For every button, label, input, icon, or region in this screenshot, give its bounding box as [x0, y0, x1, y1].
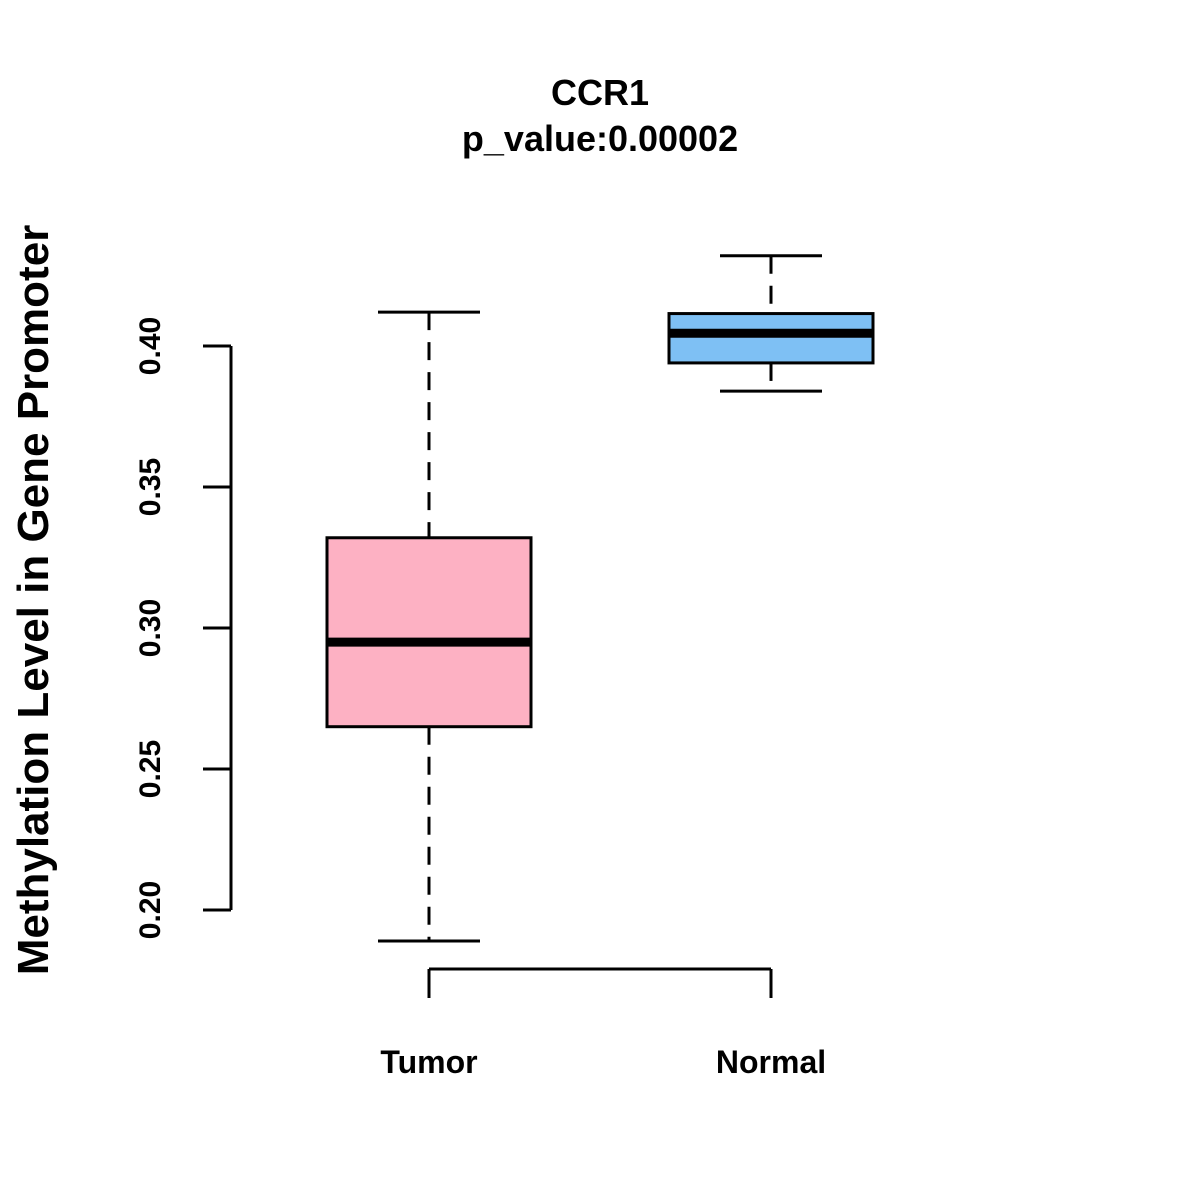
y-tick-label: 0.20: [134, 881, 167, 939]
chart-title: CCR1: [551, 72, 649, 113]
y-tick-label: 0.25: [134, 740, 167, 798]
y-tick-label: 0.35: [134, 458, 167, 516]
x-axis: Tumor Normal: [380, 967, 826, 1080]
box-tumor: [325, 310, 533, 943]
y-axis-label: Methylation Level in Gene Promoter: [9, 225, 58, 976]
y-axis: 0.20 0.25 0.30 0.35 0.40: [134, 317, 233, 939]
box-iqr: [667, 312, 875, 365]
y-tick-label: 0.40: [134, 317, 167, 375]
box-iqr: [325, 536, 533, 729]
x-tick-label: Normal: [716, 1044, 826, 1080]
x-tick-label: Tumor: [380, 1044, 477, 1080]
y-tick-label: 0.30: [134, 599, 167, 657]
boxes-group: [325, 254, 875, 943]
chart-subtitle: p_value:0.00002: [462, 118, 738, 159]
box-normal: [667, 254, 875, 393]
